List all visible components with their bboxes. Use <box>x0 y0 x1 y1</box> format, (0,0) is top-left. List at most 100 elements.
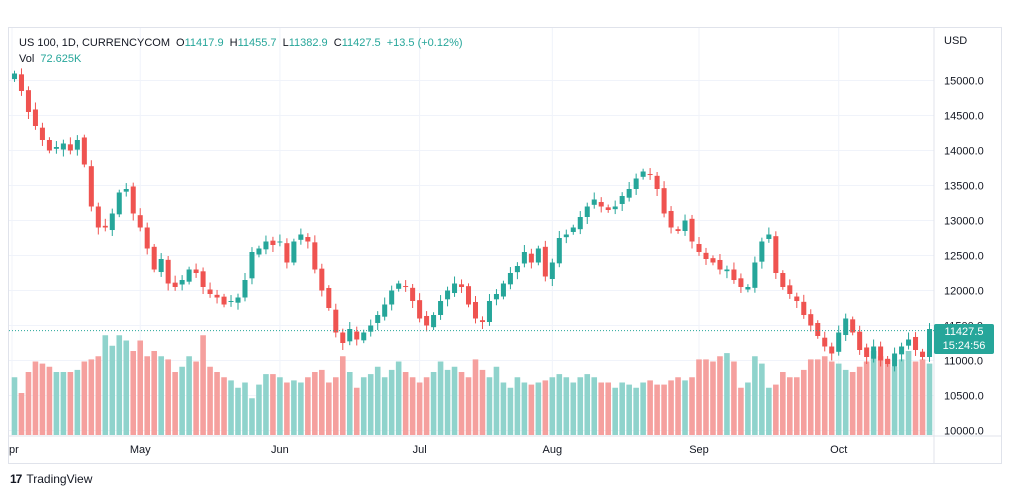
candle-body <box>514 266 520 273</box>
price-tick-label: 12500.0 <box>944 251 984 263</box>
candle-body <box>731 269 737 280</box>
candle-body <box>926 329 933 357</box>
volume-bar <box>186 356 192 435</box>
candle-body <box>459 284 465 287</box>
candle-body <box>172 282 178 287</box>
volume-bar <box>458 372 465 435</box>
volume-bar <box>144 356 150 435</box>
volume-bar <box>842 369 849 435</box>
candle-body <box>710 258 716 263</box>
candle-body <box>717 259 723 270</box>
volume-bar <box>912 361 919 435</box>
candle-body <box>81 137 87 165</box>
candle-body <box>549 262 555 280</box>
candle-body <box>794 296 800 301</box>
candle-body <box>452 283 458 294</box>
brand-name[interactable]: TradingView <box>26 472 93 486</box>
volume-bar <box>612 387 618 435</box>
volume-bar <box>200 335 206 435</box>
candle-body <box>361 332 367 341</box>
candle-body <box>382 304 388 317</box>
volume-bar <box>249 398 255 435</box>
price-tick-label: 15000.0 <box>944 76 984 88</box>
candle-body <box>11 73 18 80</box>
open-label: O <box>176 37 185 49</box>
candle-body <box>822 337 828 347</box>
candle-body <box>179 280 185 285</box>
volume-bar <box>137 340 144 435</box>
volume-bar <box>256 384 262 435</box>
candle-body <box>291 241 297 263</box>
volume-bar <box>346 372 353 435</box>
volume-bar <box>67 372 74 435</box>
candle-body <box>193 269 199 273</box>
candle-body <box>319 268 325 291</box>
candle-body <box>410 287 416 301</box>
volume-bar <box>11 377 18 435</box>
volume-bar <box>326 382 332 435</box>
candle-body <box>668 210 674 228</box>
candle-body <box>116 192 122 215</box>
candle-body <box>584 206 590 217</box>
volume-legend: Vol 72.625K <box>19 53 84 65</box>
candle-body <box>787 285 793 294</box>
volume-bar <box>402 372 409 435</box>
candle-body <box>591 199 597 205</box>
volume-bar <box>123 340 130 435</box>
candle-body <box>619 196 625 204</box>
volume-bar <box>821 356 828 435</box>
candle-body <box>53 147 59 149</box>
volume-bar <box>130 351 137 435</box>
candle-body <box>305 237 311 242</box>
candle-body <box>759 241 765 262</box>
candle-body <box>836 332 842 352</box>
volume-bar <box>856 366 863 435</box>
candle-body <box>815 322 821 336</box>
volume-bar <box>53 372 60 435</box>
candle-body <box>500 283 506 297</box>
volume-bar <box>891 366 898 435</box>
month-tick-label: Jul <box>413 444 427 456</box>
candle-body <box>640 171 646 177</box>
volume-bar <box>661 384 667 435</box>
volume-bar <box>312 372 318 435</box>
candle-body <box>808 314 814 326</box>
month-tick-label: Oct <box>830 444 847 456</box>
price-tick-label: 14500.0 <box>944 111 984 123</box>
candle-body <box>598 202 604 207</box>
symbol-label[interactable]: US 100, 1D, CURRENCYCOM <box>19 37 170 49</box>
volume-bar <box>514 377 521 435</box>
candle-body <box>74 140 80 150</box>
volume-bar <box>605 382 611 435</box>
candle-body <box>242 280 248 298</box>
volume-bar <box>395 361 402 435</box>
candle-body <box>326 287 332 308</box>
candle-body <box>445 290 451 300</box>
candle-body <box>389 290 395 305</box>
ohlc-legend: US 100, 1D, CURRENCYCOM O11417.9 H11455.… <box>19 37 466 49</box>
candle-body <box>682 220 688 231</box>
candle-body <box>766 234 772 239</box>
volume-bar <box>214 372 220 435</box>
volume-bar <box>926 363 933 435</box>
volume-bar <box>710 361 716 435</box>
candle-body <box>633 178 639 189</box>
candle-body <box>67 144 73 151</box>
volume-bar <box>717 356 723 435</box>
volume-bar <box>828 361 835 435</box>
candle-body <box>675 229 681 231</box>
price-tick-label: 11000.0 <box>944 356 983 368</box>
volume-bar <box>102 335 109 435</box>
volume-bar <box>591 377 598 435</box>
currency-label: USD <box>944 35 967 47</box>
volume-bar <box>675 377 681 435</box>
volume-bar <box>647 380 653 435</box>
candle-body <box>284 243 290 263</box>
tradingview-logo-icon[interactable]: 17 <box>10 472 22 486</box>
candle-body <box>32 109 38 126</box>
volume-bar <box>577 377 584 435</box>
candle-body <box>885 358 891 364</box>
candle-body <box>165 259 171 284</box>
volume-bar <box>877 356 884 435</box>
